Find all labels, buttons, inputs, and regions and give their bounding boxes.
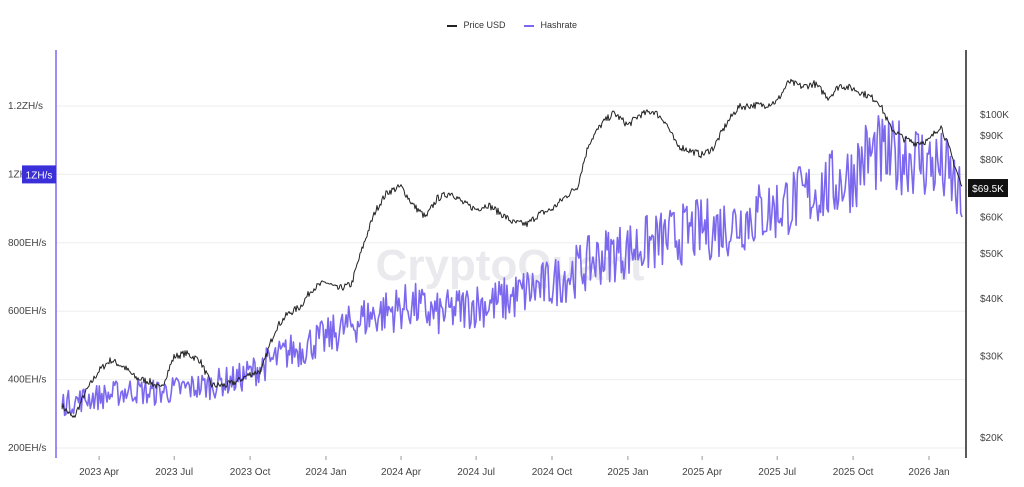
x-tick-label: 2023 Apr [79, 467, 120, 478]
left-tick-label: 1.2ZH/s [8, 101, 43, 112]
left-tick-label: 200EH/s [8, 443, 46, 454]
price-series [61, 78, 963, 418]
x-tick-label: 2023 Oct [230, 467, 271, 478]
x-tick-label: 2024 Jan [305, 467, 346, 478]
x-tick-label: 2026 Jan [908, 467, 949, 478]
right-tick-label: $90K [980, 131, 1004, 142]
legend-swatch-price [446, 24, 457, 27]
current-price-label: $69.5K [972, 184, 1004, 195]
x-axis-ticks: 2023 Apr 2023 Jul 2023 Oct 2024 Jan 2024 Apr… [79, 456, 950, 478]
chart-legend: Price USD Hashrate [0, 20, 1024, 30]
price-line [61, 78, 963, 418]
left-tick-label: 1ZH/s [8, 169, 35, 180]
left-axis-highlight-label: 1ZH/s [26, 170, 53, 181]
right-tick-label: $100K [980, 110, 1009, 121]
legend-item-hashrate[interactable]: Hashrate [524, 20, 577, 30]
right-tick-label: $40K [980, 294, 1004, 305]
hashrate-series [61, 115, 963, 417]
legend-label-price: Price USD [463, 20, 506, 30]
right-axis-ticks: $20K $30K $40K $50K $60K $80K $90K $100K [980, 110, 1009, 444]
x-tick-label: 2025 Apr [682, 467, 723, 478]
left-tick-label: 600EH/s [8, 306, 46, 317]
right-tick-label: $20K [980, 433, 1004, 444]
legend-label-hashrate: Hashrate [540, 20, 578, 30]
left-tick-label: 400EH/s [8, 375, 46, 386]
x-tick-label: 2024 Oct [532, 467, 573, 478]
x-tick-label: 2025 Jan [607, 467, 648, 478]
x-tick-label: 2024 Apr [381, 467, 422, 478]
right-tick-label: $60K [980, 213, 1004, 224]
legend-item-price[interactable]: Price USD [446, 20, 506, 30]
right-tick-label: $50K [980, 249, 1004, 260]
axis-badges: 1ZH/s $69.5K [22, 165, 1008, 198]
hashrate-line [61, 115, 963, 417]
left-tick-label: 800EH/s [8, 238, 46, 249]
right-tick-label: $30K [980, 352, 1004, 363]
left-axis-ticks: 200EH/s 400EH/s 600EH/s 800EH/s 1ZH/s 1.2ZH/s [8, 101, 46, 454]
current-price-badge [968, 179, 1008, 198]
right-tick-label: $80K [980, 155, 1004, 166]
left-axis-highlight-badge [22, 165, 56, 184]
x-tick-label: 2024 Jul [457, 467, 495, 478]
x-tick-label: 2023 Jul [155, 467, 193, 478]
x-tick-label: 2025 Oct [833, 467, 874, 478]
x-tick-label: 2025 Jul [758, 467, 796, 478]
legend-swatch-hashrate [524, 24, 534, 27]
